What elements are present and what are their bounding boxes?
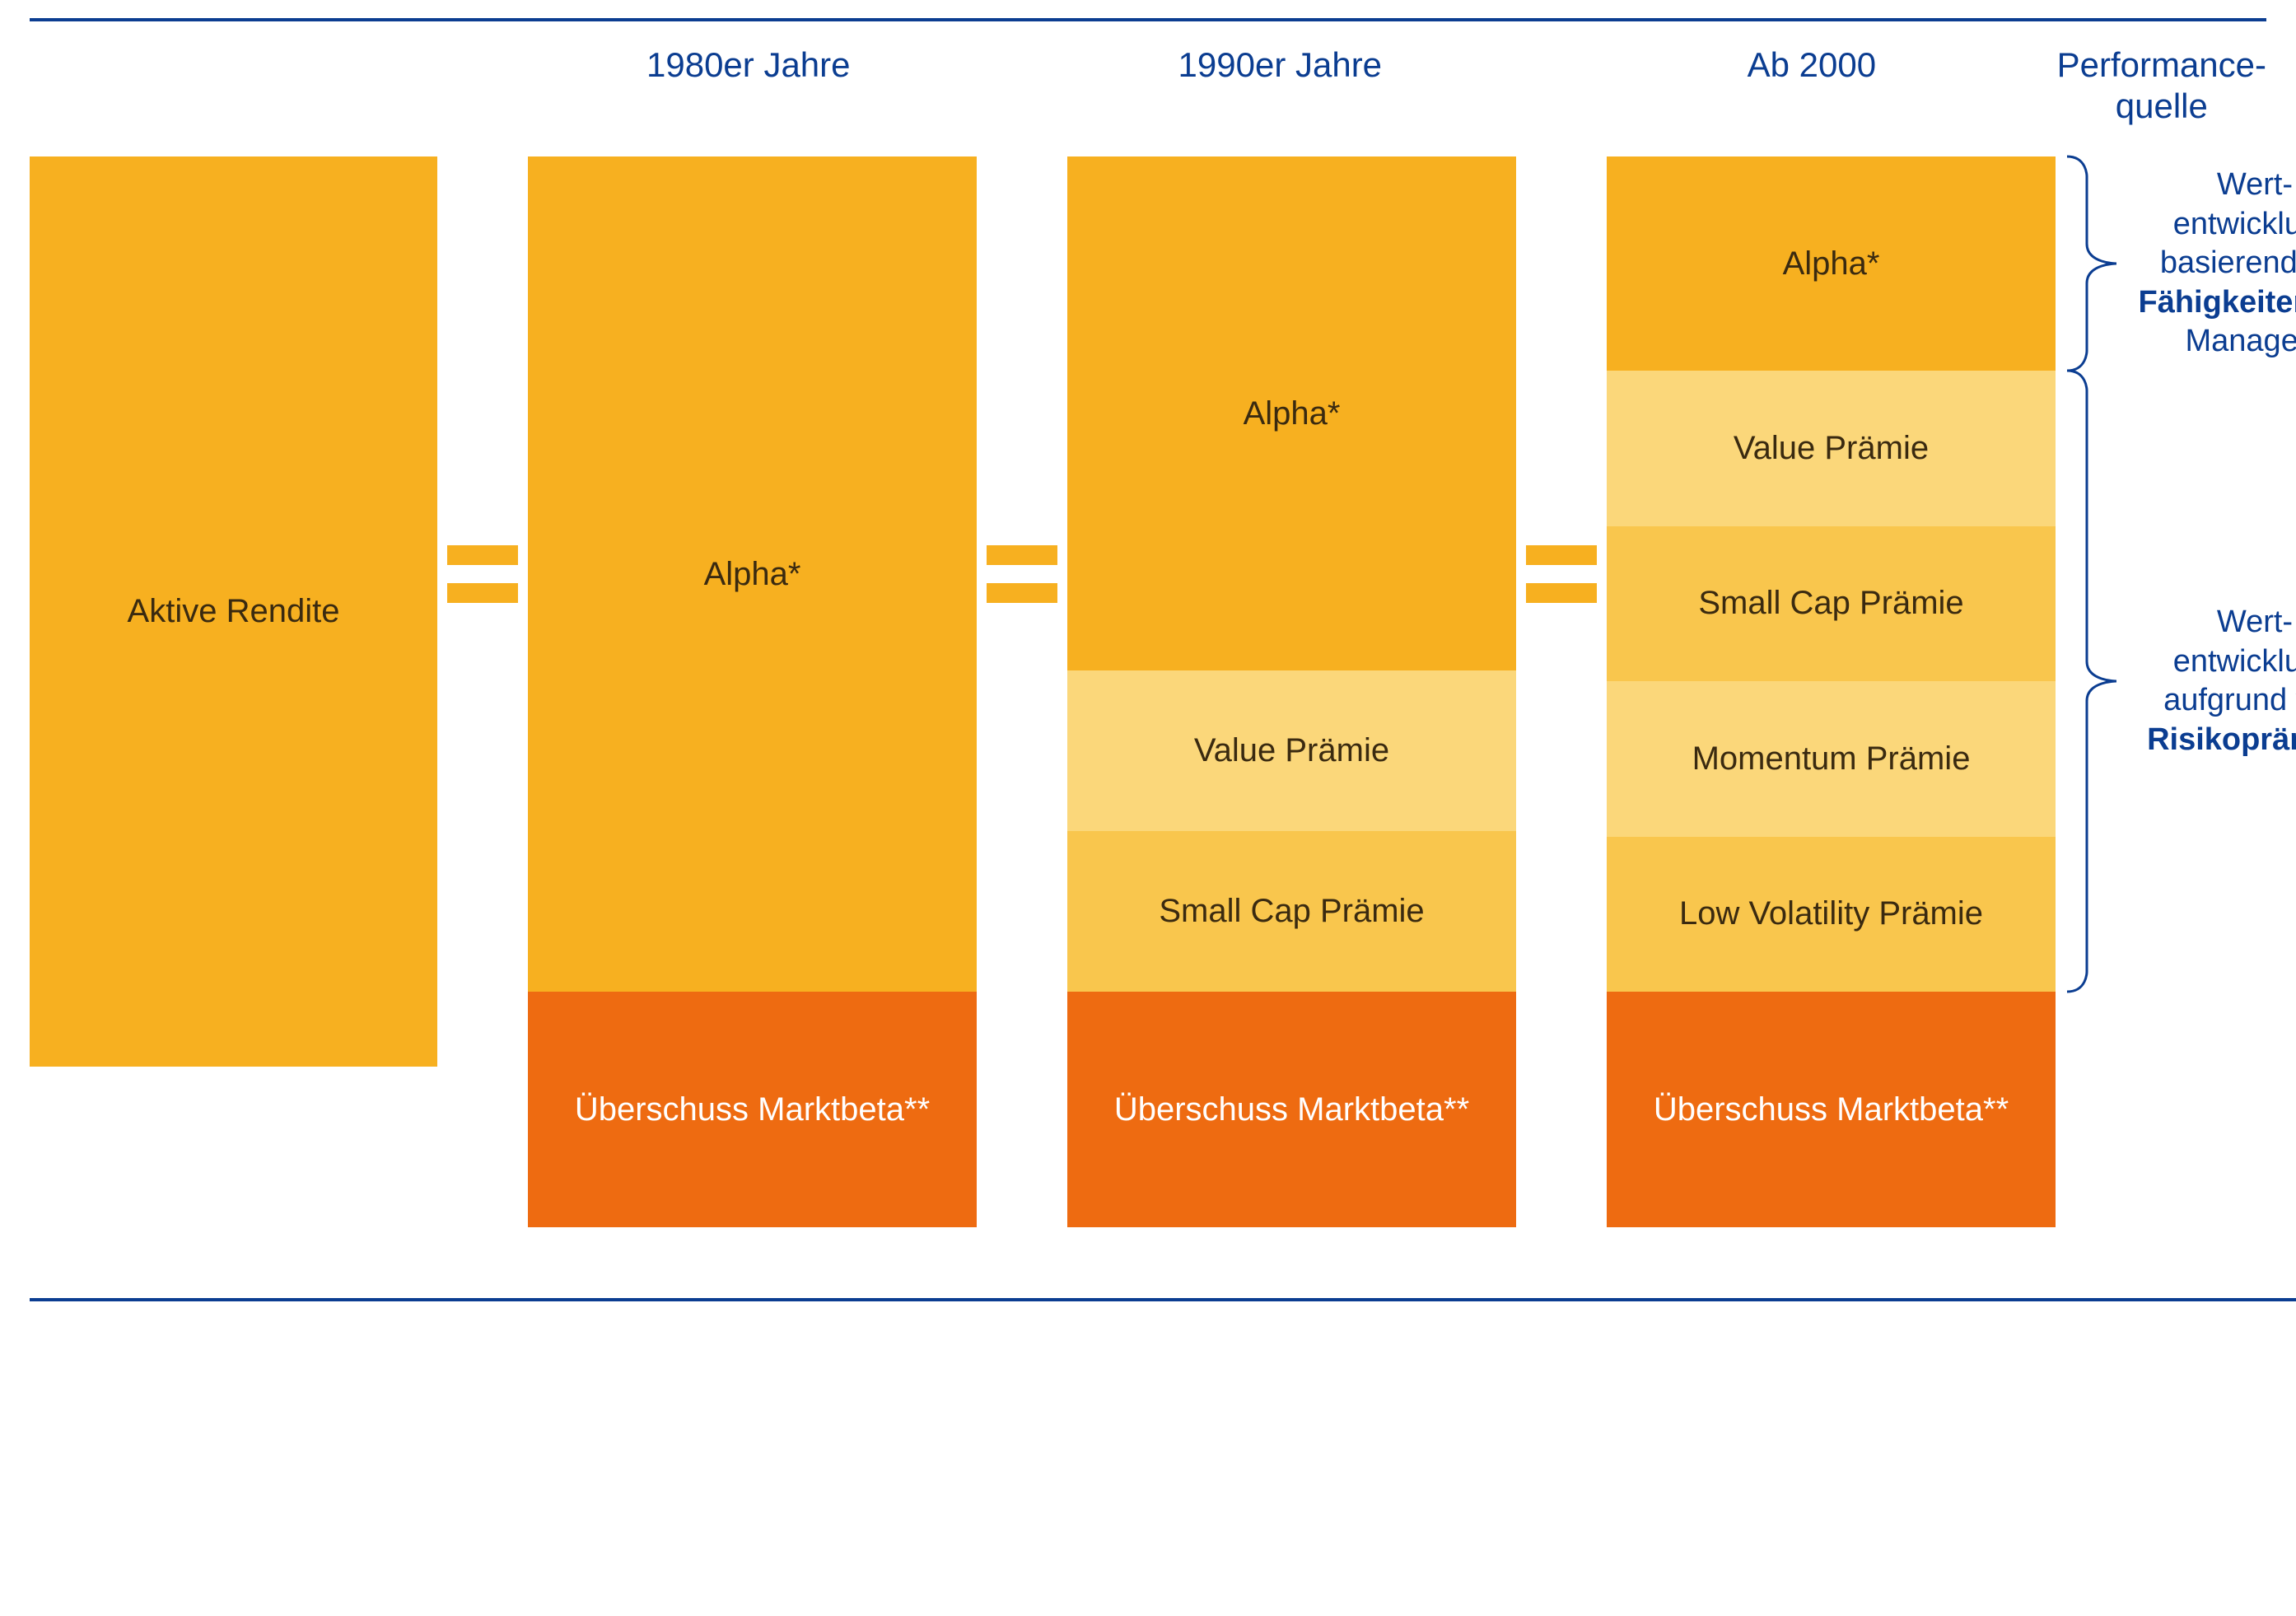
annotation-skill: Wert- entwicklung basierend auf Fähigkei… <box>2131 166 2296 362</box>
segment-c2000-2: Small Cap Prämie <box>1607 526 2056 682</box>
annotation-text: Wert- entwicklung basierend auf <box>2160 167 2296 280</box>
annotation-text: Wert- entwicklung aufgrund von <box>2163 605 2296 717</box>
segment-c2000-5: Überschuss Marktbeta** <box>1607 992 2056 1227</box>
columns-area: Aktive Rendite Alpha*Überschuss Marktbet… <box>30 156 2056 1227</box>
bar-1990: Alpha*Value PrämieSmall Cap PrämieÜbersc… <box>1067 156 1516 1227</box>
diagram-content: 1980er Jahre 1990er Jahre Ab 2000 Perfor… <box>30 25 2266 1296</box>
segment-c2000-1: Value Prämie <box>1607 371 2056 526</box>
brace-top <box>2067 156 2116 371</box>
annotation-bold: Fähigkeiten <box>2139 285 2296 320</box>
equals-icon <box>447 545 518 565</box>
segment-c1990-3: Überschuss Marktbeta** <box>1067 992 1516 1227</box>
annotation-bold: Risikoprämien <box>2147 722 2296 757</box>
segment-c2000-4: Low Volatility Prämie <box>1607 837 2056 992</box>
segment-c2000-3: Momentum Prämie <box>1607 681 2056 837</box>
equals-sign-3 <box>1516 156 1607 1616</box>
header-col3: Ab 2000 <box>1591 44 2032 143</box>
segment-c1980-1: Überschuss Marktbeta** <box>528 992 977 1227</box>
equals-icon <box>987 545 1057 565</box>
segment-c1990-1: Value Prämie <box>1067 670 1516 831</box>
page: 1980er Jahre 1990er Jahre Ab 2000 Perfor… <box>0 0 2296 1323</box>
equals-icon <box>447 583 518 603</box>
column-headers: 1980er Jahre 1990er Jahre Ab 2000 Perfor… <box>30 44 2266 143</box>
header-spacer-0 <box>30 44 437 143</box>
header-col1: 1980er Jahre <box>528 44 969 143</box>
brace-path <box>2067 156 2116 371</box>
segment-c1990-2: Small Cap Prämie <box>1067 831 1516 992</box>
equals-icon <box>987 583 1057 603</box>
top-rule <box>30 18 2266 25</box>
header-spacer-eq3 <box>1500 44 1591 143</box>
bar-active-return: Aktive Rendite <box>30 156 437 1227</box>
segment-c2000-0: Alpha* <box>1607 156 2056 371</box>
bar-2000: Alpha*Value PrämieSmall Cap PrämieMoment… <box>1607 156 2056 1227</box>
equals-icon <box>1526 545 1597 565</box>
header-right: Performance- quelle <box>2032 44 2266 143</box>
annotation-riskpremia: Wert- entwicklung aufgrund von Risikoprä… <box>2131 603 2296 759</box>
equals-sign-1 <box>437 156 528 1616</box>
bar-1980: Alpha*Überschuss Marktbeta** <box>528 156 977 1227</box>
brace-path <box>2067 371 2116 992</box>
equals-icon <box>1526 583 1597 603</box>
segment-active-return: Aktive Rendite <box>30 156 437 1067</box>
segment-c1990-0: Alpha* <box>1067 156 1516 670</box>
bottom-rule <box>30 1298 2296 1305</box>
header-spacer-eq1 <box>437 44 528 143</box>
segment-c1980-0: Alpha* <box>528 156 977 992</box>
equals-sign-2 <box>977 156 1067 1616</box>
brace-bottom <box>2067 371 2116 992</box>
header-col2: 1990er Jahre <box>1060 44 1501 143</box>
header-spacer-eq2 <box>969 44 1060 143</box>
